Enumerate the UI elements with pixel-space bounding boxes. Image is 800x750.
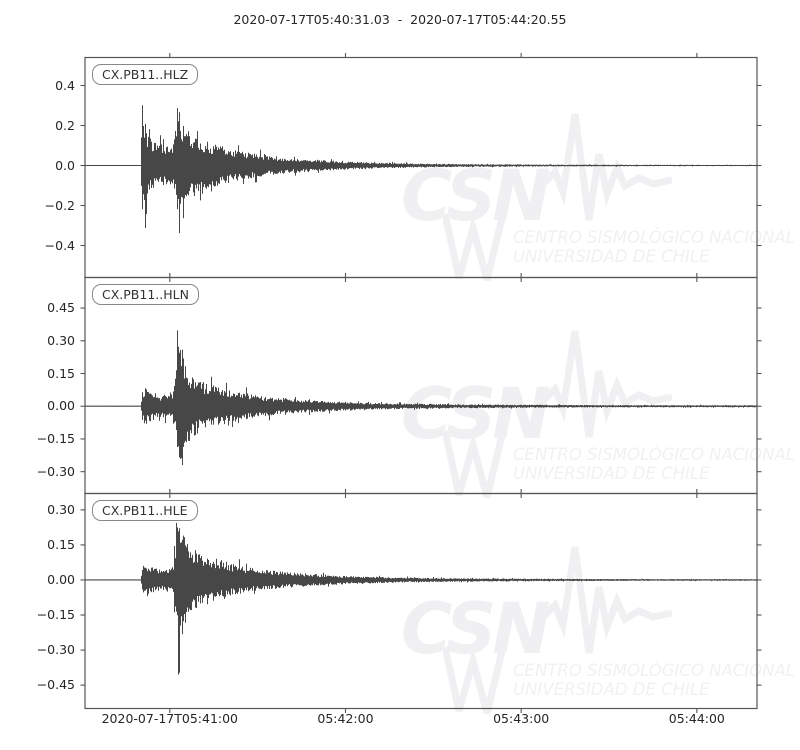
watermark-seismic-zigzag-icon <box>540 113 673 221</box>
watermark-text-block: CENTRO SISMOLÓGICO NACIONAL UNIVERSIDAD D… <box>513 445 795 483</box>
watermark-text-line2: UNIVERSIDAD DE CHILE <box>512 464 710 484</box>
figure-title: 2020-07-17T05:40:31.03 - 2020-07-17T05:4… <box>233 12 567 27</box>
watermark-seismic-zigzag-icon <box>540 546 673 654</box>
watermark-text-block: CENTRO SISMOLÓGICO NACIONAL UNIVERSIDAD D… <box>513 228 795 266</box>
watermark-text-line1: CENTRO SISMOLÓGICO NACIONAL <box>512 660 796 680</box>
watermark-csn: CSN CENTRO SISMOLÓGICO NACIONAL UNIVERSIDA… <box>401 106 795 282</box>
watermark-text-line1: CENTRO SISMOLÓGICO NACIONAL <box>512 445 796 465</box>
watermark-csn: CSN CENTRO SISMOLÓGICO NACIONAL UNIVERSIDA… <box>401 323 795 499</box>
watermark-seismic-zigzag-icon <box>540 330 673 438</box>
watermark-csn: CSN CENTRO SISMOLÓGICO NACIONAL UNIVERSIDA… <box>401 539 795 715</box>
watermark-text-block: CENTRO SISMOLÓGICO NACIONAL UNIVERSIDAD D… <box>513 661 795 699</box>
watermark-logo-row: CSN <box>401 106 795 231</box>
watermark-text-line2: UNIVERSIDAD DE CHILE <box>512 246 710 266</box>
watermark-w-zigzag-icon <box>442 645 505 714</box>
watermark-text-line1: CENTRO SISMOLÓGICO NACIONAL <box>512 227 796 247</box>
watermark-logo-row: CSN <box>401 323 795 449</box>
watermark-text-line2: UNIVERSIDAD DE CHILE <box>512 679 710 699</box>
watermark-w-zigzag-icon <box>442 213 505 281</box>
watermark-logo-row: CSN <box>401 539 795 664</box>
watermark-w-zigzag-icon <box>442 430 505 499</box>
